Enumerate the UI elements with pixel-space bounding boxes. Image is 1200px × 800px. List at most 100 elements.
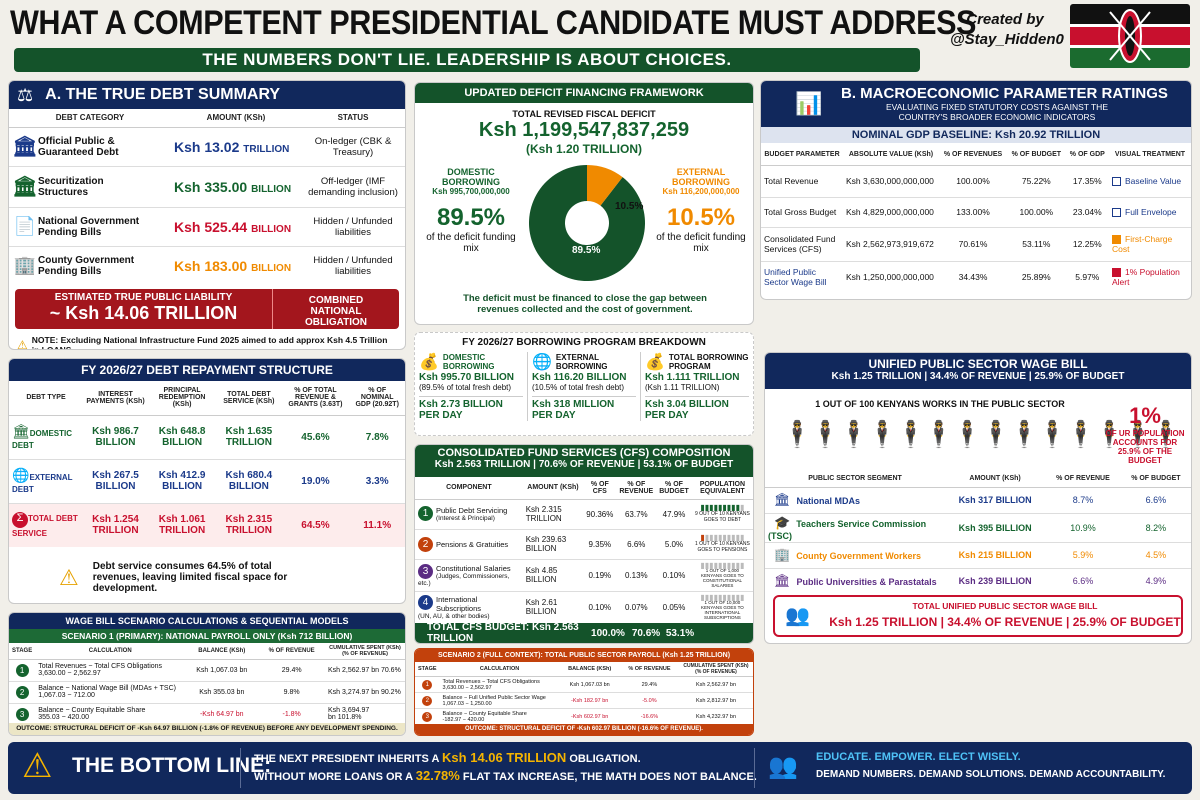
building-icon: 🏢 <box>13 255 37 275</box>
debt-status: Hidden / Unfunded liabilities <box>313 215 393 238</box>
wage-title: UNIFIED PUBLIC SECTOR WAGE BILL <box>868 357 1088 371</box>
debt-summary-panel: ⚖ A. THE TRUE DEBT SUMMARY DEBT CATEGORY… <box>8 80 406 350</box>
bottom-text: THE NEXT PRESIDENT INHERITS A <box>254 753 439 765</box>
balance: Ksh 355.03 bn <box>199 688 245 696</box>
cfs-amount: Ksh 239.63 BILLION <box>525 535 567 553</box>
scenario2-panel: SCENARIO 2 (FULL CONTEXT): TOTAL PUBLIC … <box>414 648 754 736</box>
calc-line-1: Balance − County Equitable Share <box>442 710 527 717</box>
pct-revenue: 0.07% <box>624 602 648 612</box>
cfs-total-row: TOTAL CFS BUDGET: Ksh 2.563 TRILLION 100… <box>415 622 753 643</box>
cumulative: Ksh 2,812.97 bn <box>695 697 737 704</box>
macro-table: BUDGET PARAMETER ABSOLUTE VALUE (KSh) % … <box>761 145 1191 293</box>
calc-line-1: Balance − County Equitable Share <box>38 707 146 715</box>
pct-budget: 75.22% <box>1021 176 1051 186</box>
external-pct: 10.5% <box>666 204 736 231</box>
pct-budget: 100.00% <box>1019 207 1054 217</box>
table-row: 🏛 National MDAs Ksh 317 BILLION 8.7% 6.6% <box>765 487 1191 513</box>
balance: -Ksh 602.97 bn <box>571 713 609 720</box>
stage-number: 3 <box>422 711 433 722</box>
people-group-icon: 👥 <box>768 753 798 780</box>
pct-revenue: 70.61% <box>958 239 988 249</box>
cfs-component-sub: (UN, AU, & other bodies) <box>418 612 490 620</box>
coins-icon: 💰 <box>419 354 439 371</box>
pct-cfs: 0.19% <box>588 570 612 580</box>
stage-number-4: 4 <box>418 594 433 610</box>
cfs-title: CONSOLIDATED FUND SERVICES (CFS) COMPOSI… <box>437 447 731 459</box>
building-icon: 🏢 <box>774 547 791 562</box>
col-header: VISUAL TREATMENT <box>1114 151 1186 159</box>
calc-line-2: 3,630.00 − 2,562.97 <box>38 670 101 677</box>
domestic-amount: Ksh 995,700,000,000 <box>432 187 510 196</box>
visual-treatment: 1% Population Alert <box>1112 267 1180 288</box>
one-percent: 1% <box>1129 403 1161 428</box>
table-row: 1 Total Revenues − Total CFS Obligations… <box>415 677 753 693</box>
wage-amount: Ksh 239 BILLION <box>958 576 1032 587</box>
cfs-total-budget: 53.1% <box>665 627 695 639</box>
prog-sub: (Ksh 1.11 TRILLION) <box>645 383 720 392</box>
cfs-component: Public Debt Servicing <box>436 506 508 515</box>
col-header: % OF TOTAL REVENUE & GRANTS (3.63T) <box>288 387 343 409</box>
pct-revenue: 10.9% <box>1070 522 1096 533</box>
col-header: CUMULATIVE SPENT (KSh) (% OF REVENUE) <box>329 644 401 657</box>
balance: -Ksh 64.97 bn <box>199 710 244 718</box>
pct-cfs: 0.10% <box>588 602 612 612</box>
param-name: Unified Public Sector Wage Bill <box>764 267 827 288</box>
cumulative: Ksh 3,694.97 bn <box>328 707 370 722</box>
bottom-right-1: EDUCATE. EMPOWER. ELECT WISELY. <box>816 751 1021 763</box>
debt-type: TOTAL DEBT SERVICE <box>12 513 78 538</box>
calc-line-2: -182.97 − 420.00 <box>442 716 485 723</box>
col-header: DEBT TYPE <box>26 394 66 402</box>
col-header: % OF REVENUE <box>619 480 654 495</box>
pct-gdp: 5.97% <box>1075 272 1100 283</box>
borrowing-program-panel: FY 2026/27 BORROWING PROGRAM BREAKDOWN 💰… <box>414 332 754 436</box>
interest: Ksh 267.5 BILLION <box>92 470 139 492</box>
calc-line-2: 1,067.03 − 1,250.00 <box>442 700 492 707</box>
visual-treatment: First-Charge Cost <box>1112 233 1173 255</box>
col-header: TOTAL DEBT SERVICE (KSh) <box>223 390 275 405</box>
external-amount: Ksh 116,200,000,000 <box>662 187 740 196</box>
col-header: AMOUNT (KSh) <box>206 113 266 123</box>
bottom-highlight: Ksh 14.06 TRILLION <box>442 750 567 765</box>
external-label: EXTERNAL BORROWING <box>672 167 730 187</box>
pct-gdp: 11.1% <box>363 519 392 531</box>
wage-amount: Ksh 395 BILLION <box>958 522 1032 533</box>
kenya-flag-icon <box>1070 4 1190 68</box>
amount-unit: BILLION <box>251 262 292 274</box>
warning-icon: ⚠ <box>59 564 79 590</box>
debt-summary-title: A. THE TRUE DEBT SUMMARY <box>45 86 281 103</box>
filled-square-icon <box>1112 268 1121 278</box>
debt-type: DOMESTIC DEBT <box>12 429 73 450</box>
true-liability-label: ESTIMATED TRUE PUBLIC LIABILITY <box>54 291 233 303</box>
param-name: Total Gross Budget <box>764 207 837 217</box>
bottom-text: WITHOUT MORE LOANS OR A <box>254 771 413 783</box>
people-icons: ▮▮▮▮▮▮▮▮▮▮ <box>700 503 745 512</box>
col-header: % OF REVENUE <box>1056 475 1110 483</box>
pct-gdp: 7.8% <box>365 431 389 443</box>
stage-number: 1 <box>422 679 433 690</box>
balance: Ksh 1,067.03 bn <box>196 666 248 674</box>
table-row: 1 Public Debt Servicing (Interest & Princi… <box>415 499 753 529</box>
scenario2-table: STAGE CALCULATION BALANCE (KSh) % OF REV… <box>415 662 753 725</box>
table-row: 🏛 Official Public & Guaranteed Debt Ksh 1… <box>9 127 405 166</box>
macro-sub: EVALUATING FIXED STATUTORY COSTS AGAINST… <box>886 102 1108 122</box>
scenario1-title: SCENARIO 1 (PRIMARY): NATIONAL PAYROLL O… <box>9 629 405 643</box>
pct-cfs: 90.36% <box>586 509 614 519</box>
repayment-panel: FY 2026/27 DEBT REPAYMENT STRUCTURE DEBT… <box>8 358 406 604</box>
cumulative: Ksh 2,562.97 bn <box>328 666 379 674</box>
col-header: % OF NOMINAL GDP (20.92T) <box>355 387 399 409</box>
col-header: % OF REVENUE <box>268 647 315 654</box>
borrowing-program-title: FY 2026/27 BORROWING PROGRAM BREAKDOWN <box>462 337 706 348</box>
pct-revenue: -1.8% <box>282 710 301 718</box>
table-row: 2 Balance − Full Unified Public Sector W… <box>415 693 753 709</box>
debt-summary-header: ⚖ A. THE TRUE DEBT SUMMARY <box>9 81 405 109</box>
balance: Ksh 1,067.03 bn <box>569 681 610 688</box>
stage-number: 2 <box>15 685 29 699</box>
col-header: INTEREST PAYMENTS (KSh) <box>86 390 145 405</box>
table-row: 2 Balance − National Wage Bill (MDAs + T… <box>9 681 405 703</box>
people-icons: ▮▮▮▮▮▮▮▮▮▮ <box>700 533 745 542</box>
deficit-donut: 89.5% 10.5% <box>529 165 645 281</box>
pct-revenue: 34.43% <box>958 272 988 283</box>
pct-revenue: 29.4% <box>641 681 658 688</box>
pct-revenue: -16.6% <box>640 713 659 720</box>
cfs-component: International Subscriptions <box>436 594 482 613</box>
